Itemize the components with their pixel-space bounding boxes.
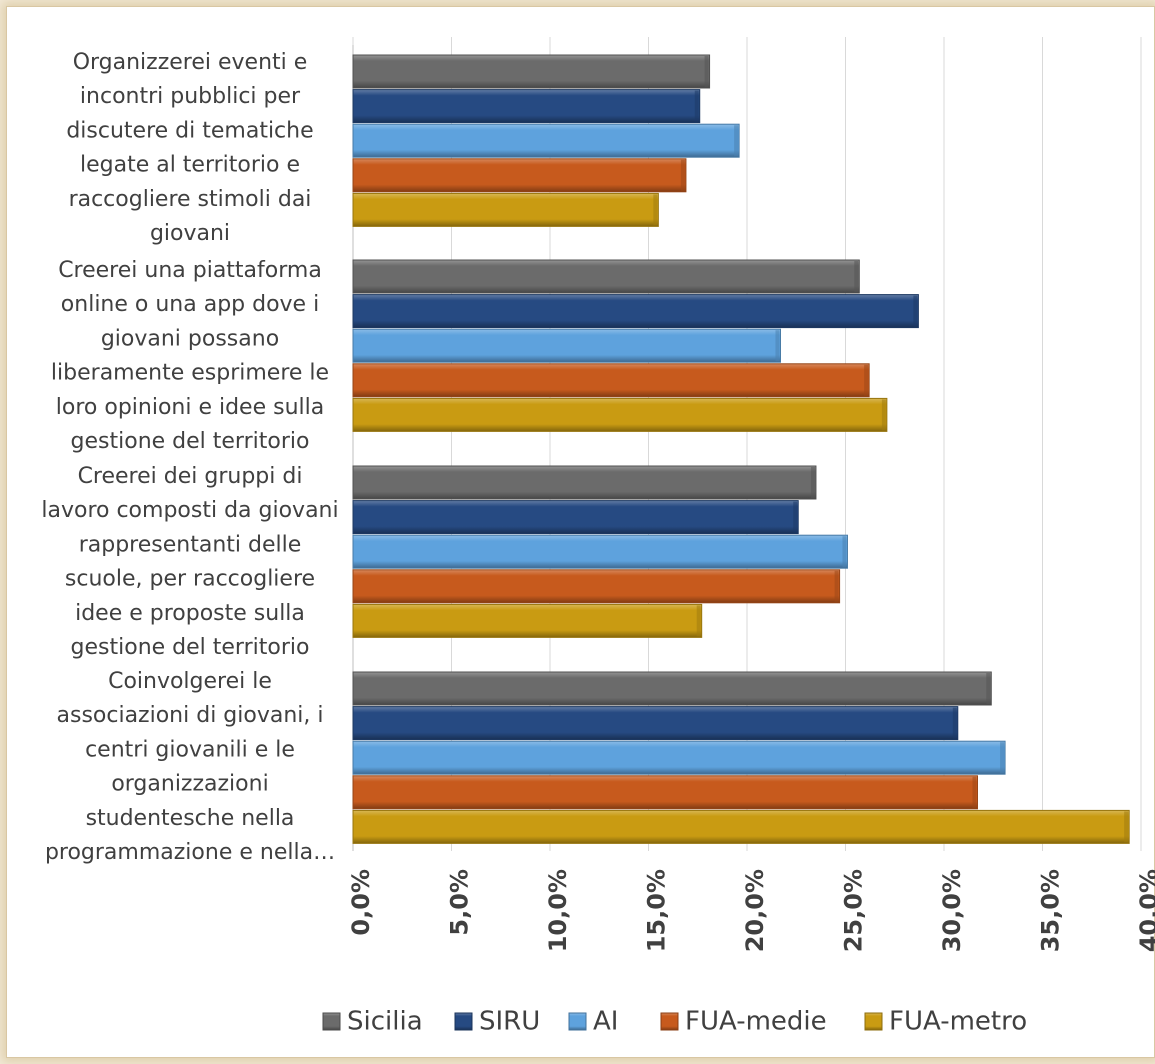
x-tick-label: 15,0% bbox=[643, 869, 671, 952]
bar-siru-1 bbox=[352, 89, 701, 124]
bars bbox=[352, 54, 1130, 844]
bar-sicilia-1 bbox=[352, 54, 711, 89]
bar-ai-3 bbox=[352, 534, 848, 569]
bar-edge bbox=[653, 194, 658, 226]
bar-edge bbox=[680, 159, 685, 191]
bar-sicilia-2 bbox=[352, 259, 860, 294]
legend-item-fua-medie: FUA-medie bbox=[660, 1007, 827, 1037]
bar-fua-metro-3 bbox=[352, 603, 703, 638]
legend: Sicilia SIRU AI FUA-medie FUA-metro bbox=[322, 1007, 1027, 1037]
x-tick-labels: 0,0% 5,0% 10,0% 15,0% 20,0% 25,0% 30,0% 35,0% 40… bbox=[347, 869, 1155, 952]
bar-edge bbox=[694, 90, 699, 122]
category-label-3: Creerei dei gruppi di lavoro composti da … bbox=[41, 464, 338, 660]
legend-swatch bbox=[864, 1012, 883, 1031]
legend-item-siru: SIRU bbox=[454, 1007, 540, 1037]
x-tick-label: 20,0% bbox=[741, 869, 769, 952]
bar-edge bbox=[864, 364, 869, 396]
bar-chart: Organizzerei eventi e incontri pubblici p… bbox=[41, 37, 1155, 1037]
legend-swatch bbox=[660, 1012, 679, 1031]
bar-edge bbox=[696, 605, 701, 637]
x-tick-label: 40,0% bbox=[1135, 869, 1155, 952]
bar-edge bbox=[881, 399, 886, 431]
bar-sicilia-4 bbox=[352, 671, 992, 706]
category-labels: Organizzerei eventi e incontri pubblici p… bbox=[41, 50, 338, 865]
bar-fua-medie-1 bbox=[352, 158, 687, 193]
bar-edge bbox=[913, 295, 918, 327]
bar-edge bbox=[734, 125, 739, 157]
bar-ai-1 bbox=[352, 123, 740, 158]
bar-fua-medie-4 bbox=[352, 775, 978, 810]
bar-siru-4 bbox=[352, 706, 959, 741]
bar-edge bbox=[854, 261, 859, 292]
bar-edge bbox=[775, 330, 780, 362]
legend-swatch bbox=[454, 1012, 473, 1031]
x-tick-label: 10,0% bbox=[544, 869, 572, 952]
bar-edge bbox=[810, 467, 815, 498]
bar-edge bbox=[952, 707, 957, 739]
bar-edge bbox=[1124, 811, 1129, 843]
bar-edge bbox=[793, 501, 798, 533]
legend-label: FUA-metro bbox=[889, 1007, 1027, 1037]
bar-fua-metro-2 bbox=[352, 397, 888, 432]
x-tick-label: 5,0% bbox=[446, 869, 474, 936]
bar-ai-4 bbox=[352, 740, 1006, 775]
legend-swatch bbox=[322, 1012, 341, 1031]
x-tick-label: 30,0% bbox=[938, 869, 966, 952]
chart-frame: Organizzerei eventi e incontri pubblici p… bbox=[6, 6, 1155, 1058]
bar-edge bbox=[834, 570, 839, 602]
legend-swatch bbox=[568, 1012, 587, 1031]
legend-item-fua-metro: FUA-metro bbox=[864, 1007, 1027, 1037]
bar-sicilia-3 bbox=[352, 465, 817, 500]
legend-label: FUA-medie bbox=[685, 1007, 827, 1037]
legend-label: AI bbox=[593, 1007, 618, 1037]
bar-fua-medie-2 bbox=[352, 363, 870, 398]
bar-edge bbox=[842, 536, 847, 568]
legend-item-ai: AI bbox=[568, 1007, 618, 1037]
x-tick-label: 25,0% bbox=[840, 869, 868, 952]
legend-label: SIRU bbox=[479, 1007, 540, 1037]
legend-label: Sicilia bbox=[347, 1007, 423, 1037]
bar-edge bbox=[704, 56, 709, 87]
legend-item-sicilia: Sicilia bbox=[322, 1007, 423, 1037]
category-label-2: Creerei una piattaforma online o una app … bbox=[51, 258, 329, 454]
bar-fua-medie-3 bbox=[352, 569, 841, 604]
bar-fua-metro-4 bbox=[352, 809, 1130, 844]
bar-siru-3 bbox=[352, 500, 799, 535]
x-tick-label: 0,0% bbox=[347, 869, 375, 936]
bar-edge bbox=[972, 776, 977, 808]
bar-siru-2 bbox=[352, 294, 919, 329]
bar-edge bbox=[1000, 742, 1005, 774]
bar-edge bbox=[986, 673, 991, 704]
category-label-4: Coinvolgerei le associazioni di giovani, … bbox=[45, 669, 335, 865]
bar-fua-metro-1 bbox=[352, 192, 659, 227]
x-tick-label: 35,0% bbox=[1037, 869, 1065, 952]
category-label-1: Organizzerei eventi e incontri pubblici p… bbox=[66, 50, 313, 246]
bar-ai-2 bbox=[352, 328, 781, 363]
